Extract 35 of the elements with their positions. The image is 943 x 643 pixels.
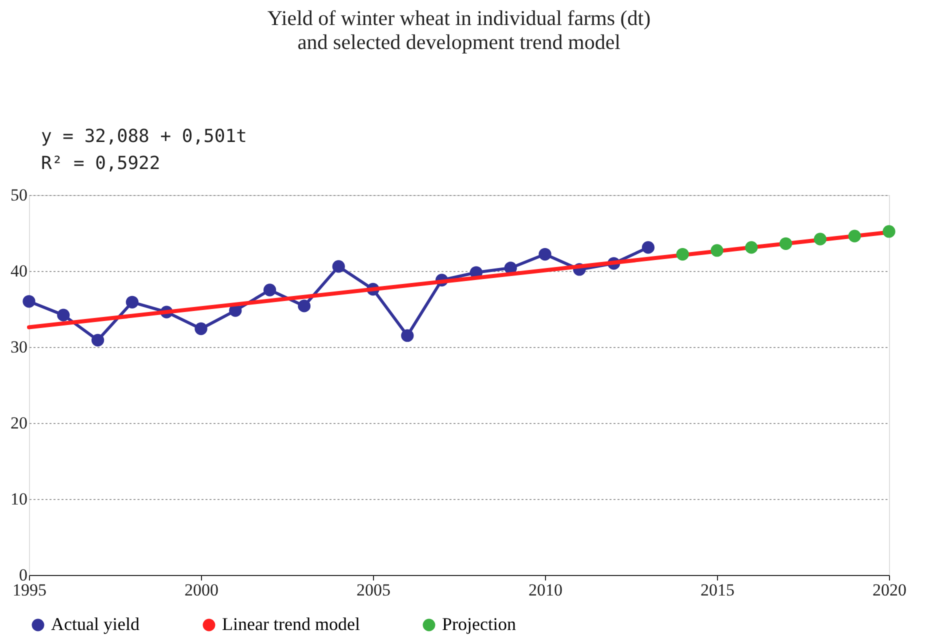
text: y = 32,088 + 0,501t [41,126,247,147]
x-tick-label: 2010 [528,580,562,600]
y-tick-label: 20 [10,414,28,432]
point [710,244,724,257]
point [745,241,758,254]
chart-title: Yield of winter wheat in individual farms (dt) [267,6,651,30]
point [298,300,311,312]
point [848,230,861,242]
chart-subtitle: and selected development trend model [297,30,621,54]
point [263,284,276,296]
point [332,260,345,273]
y-tick-label: 10 [10,490,28,508]
legend-label: Linear trend model [222,614,360,634]
legend-label: Projection [442,614,516,634]
point [814,232,827,246]
point [642,241,655,254]
x-tick-label: 2000 [184,580,218,600]
point [22,295,36,308]
x-tick-label: 2005 [356,580,390,600]
x-tick-label: 2015 [700,580,734,600]
point [401,329,414,342]
point [779,237,792,250]
point [91,334,104,346]
point [194,322,208,336]
point [57,308,70,322]
text: R² = 0,5922 [41,153,160,174]
y-tick-label: 30 [10,338,28,356]
point [676,248,689,261]
point [126,296,139,308]
legend-label: Actual yield [51,614,140,634]
point [538,248,552,261]
point [882,225,896,238]
x-tick-label: 2020 [872,580,906,600]
y-tick-label: 40 [10,262,28,280]
y-tick-label: 50 [10,186,28,204]
